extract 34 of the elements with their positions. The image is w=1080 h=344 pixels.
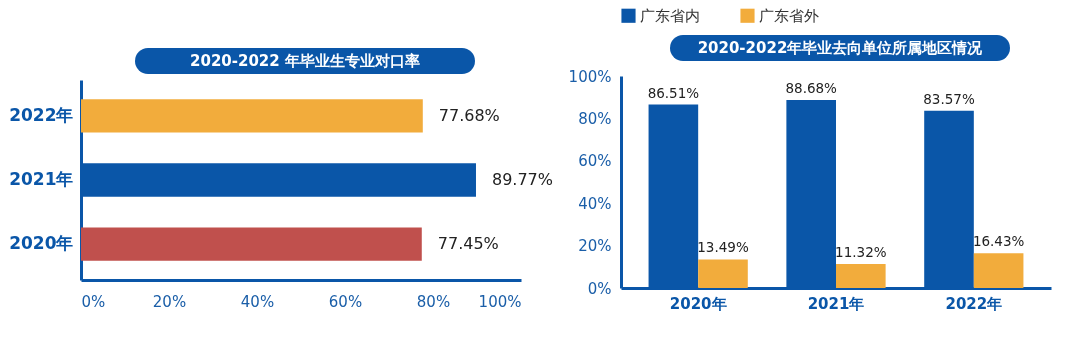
y-tick-label: 60% xyxy=(578,152,612,171)
y-tick-label: 2021年 xyxy=(9,169,74,189)
chart-title: 2020-2022年毕业去向单位所属地区情况 xyxy=(670,35,1010,61)
y-tick-label: 100% xyxy=(568,67,612,86)
y-tick-label: 0% xyxy=(587,279,612,298)
y-tick-label: 80% xyxy=(578,109,612,128)
chart-title: 2020-2022 年毕业生专业对口率 xyxy=(135,48,475,74)
bar xyxy=(836,264,886,288)
data-label: 89.77% xyxy=(491,170,553,189)
data-label: 13.49% xyxy=(697,239,749,256)
data-label: 11.32% xyxy=(835,244,887,260)
x-tick-label: 60% xyxy=(328,292,363,311)
x-tick-label: 40% xyxy=(240,292,275,311)
x-tick-label: 20% xyxy=(152,292,187,311)
y-tick-label: 2020年 xyxy=(9,233,74,254)
data-label: 88.68% xyxy=(785,80,838,96)
y-tick-label: 2022年 xyxy=(9,104,74,125)
x-tick-label: 2020年 xyxy=(669,294,727,313)
x-tick-label: 80% xyxy=(416,292,451,311)
data-label: 83.57% xyxy=(923,90,975,107)
bar xyxy=(698,259,748,288)
x-tick-label: 2021年 xyxy=(807,294,865,313)
legend-label: 广东省外 xyxy=(759,6,819,25)
bar xyxy=(973,253,1024,288)
data-label: 16.43% xyxy=(972,233,1025,250)
data-label: 77.68% xyxy=(438,105,500,125)
x-tick-label: 0% xyxy=(81,292,106,311)
data-label: 77.45% xyxy=(437,234,499,254)
data-label: 86.51% xyxy=(647,84,700,101)
y-tick-label: 20% xyxy=(578,237,612,256)
y-tick-label: 40% xyxy=(578,194,612,213)
x-tick-label: 2022年 xyxy=(945,294,1003,313)
legend-label: 广东省内 xyxy=(640,6,700,25)
x-tick-label: 100% xyxy=(478,292,522,311)
